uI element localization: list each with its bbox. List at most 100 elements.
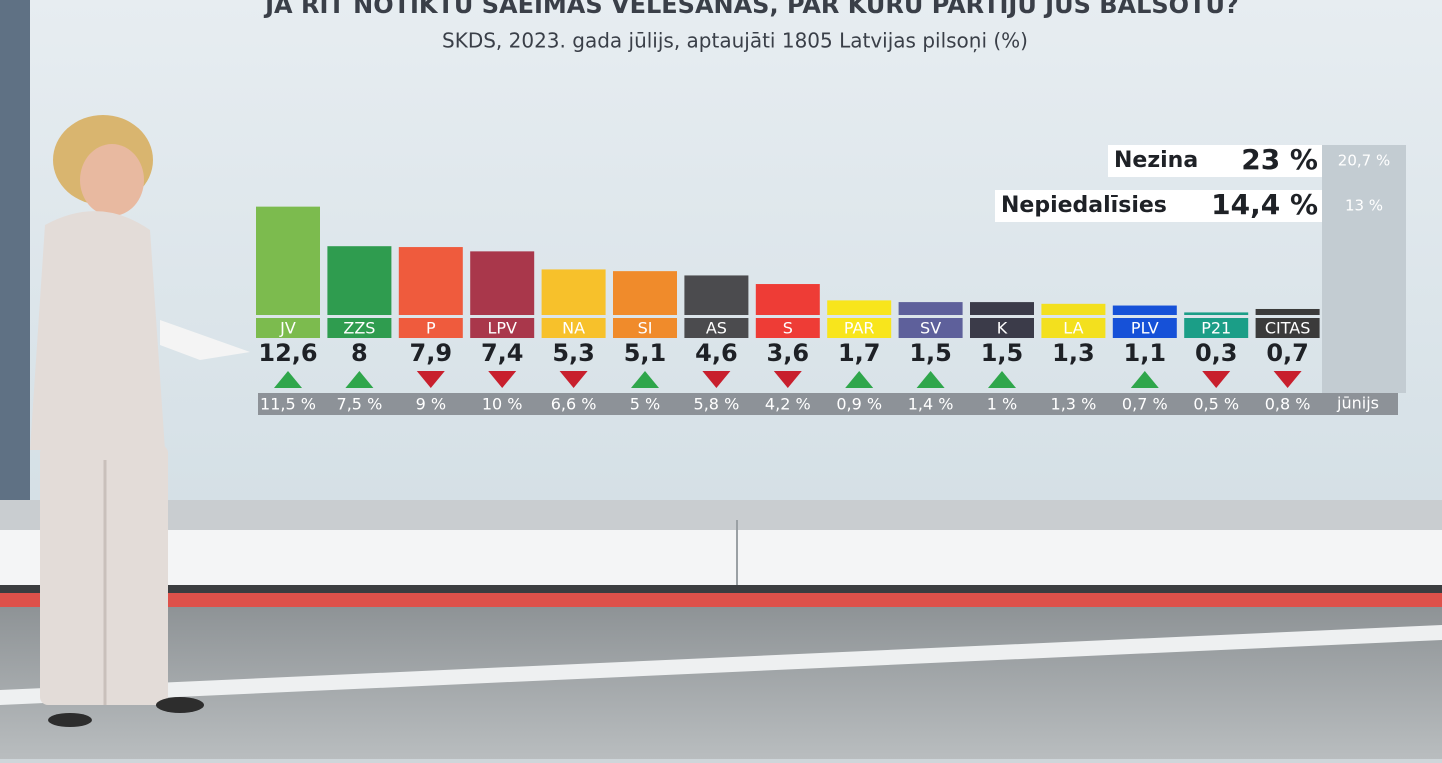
- bar: [613, 271, 677, 315]
- value-label: 1,3: [1052, 339, 1095, 367]
- previous-value: 1,4 %: [908, 395, 954, 414]
- category-label: ZZS: [343, 319, 375, 338]
- chart-title: JA RĪT NOTIKTU SAEIMAS VĒLĒŠANĀS, PAR KU…: [263, 0, 1239, 19]
- bar: [1184, 312, 1249, 315]
- category-label: LPV: [487, 319, 517, 338]
- trend-down: [416, 371, 445, 388]
- category-label: JV: [279, 319, 296, 338]
- bar: [1041, 303, 1106, 315]
- previous-value: 7,5 %: [337, 395, 383, 414]
- screen: [0, 0, 1442, 500]
- desk-top: [0, 500, 1442, 530]
- bar: [398, 247, 463, 315]
- category-label: P21: [1201, 319, 1231, 338]
- bar: [684, 275, 749, 315]
- category-box: [970, 318, 1034, 338]
- bar: [970, 302, 1034, 315]
- trend-down: [773, 371, 802, 388]
- other-previous: 13 %: [1345, 197, 1383, 215]
- value-label: 5,1: [624, 339, 667, 367]
- previous-value: 0,8 %: [1265, 395, 1311, 414]
- category-box: [470, 318, 535, 338]
- category-label: P: [426, 319, 436, 338]
- value-label: 4,6: [695, 339, 738, 367]
- category-box: [1112, 318, 1177, 338]
- trend-down: [488, 371, 517, 388]
- category-box: [398, 318, 463, 338]
- trend-up: [988, 371, 1016, 388]
- bar: [470, 251, 535, 315]
- value-label: 8: [351, 339, 368, 367]
- value-label: 7,4: [481, 339, 524, 367]
- light-strip: [0, 593, 1442, 607]
- previous-value: 0,7 %: [1122, 395, 1168, 414]
- value-label: 5,3: [552, 339, 595, 367]
- previous-value: 5,8 %: [694, 395, 740, 414]
- value-label: 1,1: [1124, 339, 1167, 367]
- category-box: [684, 318, 749, 338]
- previous-value: 0,9 %: [836, 395, 882, 414]
- value-label: 1,5: [981, 339, 1024, 367]
- bar: [1255, 308, 1320, 315]
- screen-edge: [0, 0, 30, 500]
- trend-up: [274, 371, 302, 388]
- trend-up: [845, 371, 874, 388]
- value-label: 12,6: [258, 339, 317, 367]
- side-column: [1322, 145, 1406, 393]
- previous-value: 9 %: [416, 395, 446, 414]
- floor-line: [0, 625, 1442, 705]
- other-label: Nezina: [1114, 148, 1198, 173]
- previous-value: 1,3 %: [1051, 395, 1097, 414]
- category-box: [827, 318, 892, 338]
- other-value: 23 %: [1241, 143, 1318, 176]
- bar: [1112, 305, 1177, 315]
- desk-panel: [0, 530, 1442, 585]
- previous-value: 6,6 %: [551, 395, 597, 414]
- previous-value: 10 %: [482, 395, 523, 414]
- category-label: SV: [920, 319, 941, 338]
- value-label: 0,3: [1195, 339, 1238, 367]
- other-label: Nepiedalīsies: [1001, 193, 1167, 218]
- value-label: 7,9: [410, 339, 453, 367]
- value-label: 1,7: [838, 339, 881, 367]
- trend-down: [1202, 371, 1231, 388]
- previous-band: [258, 393, 1398, 415]
- category-box: [898, 318, 963, 338]
- category-label: PLV: [1131, 319, 1159, 338]
- category-box: [327, 318, 392, 338]
- bar: [327, 246, 392, 315]
- category-label: SI: [638, 319, 653, 338]
- value-label: 1,5: [909, 339, 952, 367]
- bar: [827, 300, 892, 315]
- other-value: 14,4 %: [1211, 188, 1318, 221]
- previous-value: 4,2 %: [765, 395, 811, 414]
- category-label: S: [783, 319, 793, 338]
- bar: [898, 302, 963, 315]
- trend-down: [1273, 371, 1302, 388]
- category-label: AS: [706, 319, 727, 338]
- category-label: NA: [562, 319, 585, 338]
- bar: [541, 269, 606, 315]
- bar: [755, 284, 820, 315]
- category-box: [1041, 318, 1106, 338]
- trend-down: [702, 371, 731, 388]
- desk-base: [0, 585, 1442, 593]
- category-box: [755, 318, 820, 338]
- presenter: [30, 115, 250, 727]
- other-box: [995, 190, 1322, 222]
- previous-value: 0,5 %: [1193, 395, 1239, 414]
- trend-up: [345, 371, 374, 388]
- previous-value: 5 %: [630, 395, 660, 414]
- category-box: [541, 318, 606, 338]
- category-label: LA: [1063, 319, 1083, 338]
- bar: [256, 206, 320, 315]
- category-box: [1184, 318, 1249, 338]
- trend-up: [916, 371, 945, 388]
- other-previous: 20,7 %: [1338, 152, 1390, 170]
- value-label: 3,6: [767, 339, 810, 367]
- trend-up: [1130, 371, 1159, 388]
- trend-down: [559, 371, 588, 388]
- previous-value: 11,5 %: [260, 395, 316, 414]
- previous-label: jūnijs: [1336, 394, 1379, 413]
